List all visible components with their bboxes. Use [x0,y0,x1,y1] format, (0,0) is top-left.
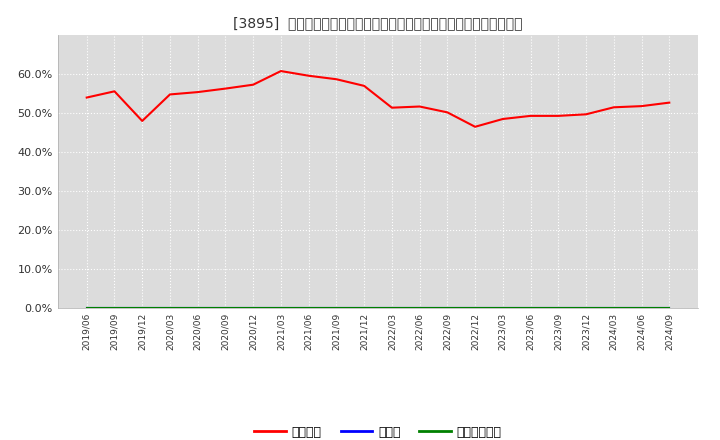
自己資本 [249,82,258,87]
自己資本 [526,113,535,118]
自己資本 [110,89,119,94]
自己資本 [415,104,424,109]
繰延税金資産 [194,305,202,311]
繰延税金資産 [443,305,451,311]
自己資本 [82,95,91,100]
繰延税金資産 [554,305,562,311]
繰延税金資産 [276,305,285,311]
自己資本 [554,113,562,118]
のれん [110,305,119,311]
のれん [554,305,562,311]
繰延税金資産 [637,305,646,311]
のれん [498,305,507,311]
のれん [360,305,369,311]
繰延税金資産 [387,305,396,311]
繰延税金資産 [138,305,147,311]
繰延税金資産 [82,305,91,311]
のれん [609,305,618,311]
のれん [194,305,202,311]
のれん [443,305,451,311]
のれん [526,305,535,311]
繰延税金資産 [582,305,590,311]
繰延税金資産 [415,305,424,311]
自己資本 [498,116,507,121]
のれん [249,305,258,311]
自己資本 [166,92,174,97]
自己資本 [305,73,313,78]
のれん [637,305,646,311]
のれん [221,305,230,311]
のれん [471,305,480,311]
Line: 自己資本: 自己資本 [86,71,670,127]
繰延税金資産 [221,305,230,311]
自己資本 [471,124,480,129]
繰延税金資産 [332,305,341,311]
自己資本 [637,103,646,109]
自己資本 [221,86,230,91]
のれん [665,305,674,311]
Title: [3895]  自己資本、のれん、繰延税金資産の総資産に対する比率の推移: [3895] 自己資本、のれん、繰延税金資産の総資産に対する比率の推移 [233,16,523,30]
のれん [276,305,285,311]
のれん [166,305,174,311]
自己資本 [443,110,451,115]
自己資本 [665,100,674,105]
繰延税金資産 [166,305,174,311]
自己資本 [276,68,285,73]
自己資本 [582,112,590,117]
自己資本 [194,89,202,95]
自己資本 [332,77,341,82]
繰延税金資産 [665,305,674,311]
のれん [582,305,590,311]
繰延税金資産 [526,305,535,311]
自己資本 [387,105,396,110]
繰延税金資産 [305,305,313,311]
のれん [387,305,396,311]
のれん [138,305,147,311]
のれん [305,305,313,311]
Legend: 自己資本, のれん, 繰延税金資産: 自己資本, のれん, 繰延税金資産 [249,421,507,440]
繰延税金資産 [249,305,258,311]
のれん [332,305,341,311]
自己資本 [138,118,147,124]
繰延税金資産 [609,305,618,311]
自己資本 [609,105,618,110]
繰延税金資産 [110,305,119,311]
のれん [415,305,424,311]
自己資本 [360,83,369,88]
繰延税金資産 [498,305,507,311]
のれん [82,305,91,311]
繰延税金資産 [471,305,480,311]
繰延税金資産 [360,305,369,311]
